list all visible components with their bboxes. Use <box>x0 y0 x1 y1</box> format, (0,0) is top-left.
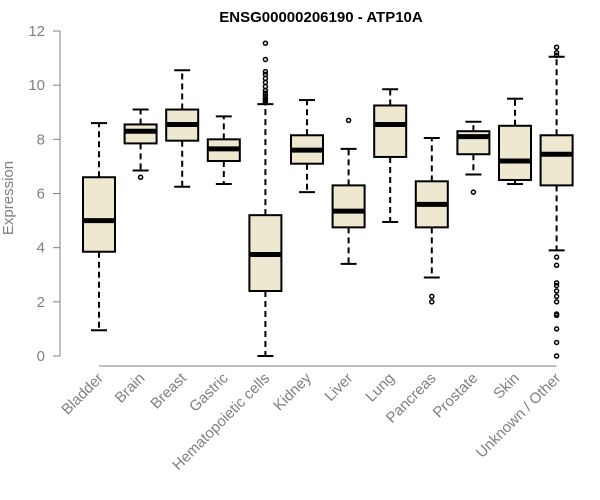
outlier-point <box>429 299 435 305</box>
iqr-box <box>331 184 366 229</box>
outlier-point <box>553 280 560 286</box>
outlier-point <box>429 293 435 300</box>
boxes-group <box>82 40 574 359</box>
box-pancreas <box>414 136 449 305</box>
outlier-point <box>553 326 560 332</box>
category-label: Breast <box>147 369 190 412</box>
iqr-box <box>373 104 408 158</box>
outlier-point <box>262 68 269 75</box>
outlier-point <box>553 282 560 289</box>
box-hematopoietic-cells <box>248 40 283 357</box>
category-label: Liver <box>321 370 356 405</box>
box-brain <box>123 108 158 180</box>
outlier-point <box>553 262 560 269</box>
outlier-point <box>553 288 560 294</box>
outlier-point <box>470 189 477 195</box>
outlier-point <box>262 93 269 99</box>
outlier-point <box>553 299 560 305</box>
y-axis-label: Expression <box>0 161 17 235</box>
outlier-point <box>262 56 269 63</box>
y-tick-label: 2 <box>37 294 45 311</box>
outlier-point <box>262 40 269 46</box>
y-tick-label: 6 <box>37 186 45 203</box>
y-axis: 0 2 4 6 8 10 12 <box>28 23 61 365</box>
iqr-box <box>123 123 158 145</box>
outlier-point <box>553 339 560 346</box>
y-tick-label: 0 <box>37 348 45 365</box>
outlier-point <box>553 52 560 59</box>
iqr-box <box>539 134 574 187</box>
box-gastric <box>206 115 241 186</box>
category-label: Brain <box>112 370 149 407</box>
box-liver <box>331 117 366 265</box>
iqr-box <box>498 124 532 181</box>
box-bladder <box>82 122 116 332</box>
outlier-point <box>262 95 269 102</box>
outlier-point <box>262 90 269 97</box>
category-label: Prostate <box>430 370 482 422</box>
box-unknown-other <box>539 44 574 359</box>
outlier-point <box>553 44 560 50</box>
box-breast <box>165 69 200 188</box>
category-label: Bladder <box>58 370 107 419</box>
chart-title: ENSG00000206190 - ATP10A <box>219 9 423 26</box>
y-tick-label: 12 <box>28 23 45 40</box>
outlier-point <box>345 117 352 124</box>
outlier-point <box>262 71 269 78</box>
box-lung <box>373 88 408 223</box>
y-tick-label: 8 <box>37 131 45 148</box>
box-prostate <box>456 120 491 195</box>
outlier-point <box>553 311 560 317</box>
y-tick-label: 4 <box>37 240 45 257</box>
category-label: Skin <box>490 370 523 403</box>
outlier-point <box>553 293 560 300</box>
box-skin <box>498 97 532 186</box>
outlier-point <box>553 353 560 359</box>
outlier-point <box>553 49 560 56</box>
box-kidney <box>290 99 324 194</box>
y-tick-label: 10 <box>28 77 45 94</box>
outlier-point <box>137 174 144 180</box>
category-label: Lung <box>362 370 398 406</box>
outlier-point <box>553 254 560 260</box>
iqr-box <box>82 176 116 253</box>
category-label: Kidney <box>270 369 315 414</box>
